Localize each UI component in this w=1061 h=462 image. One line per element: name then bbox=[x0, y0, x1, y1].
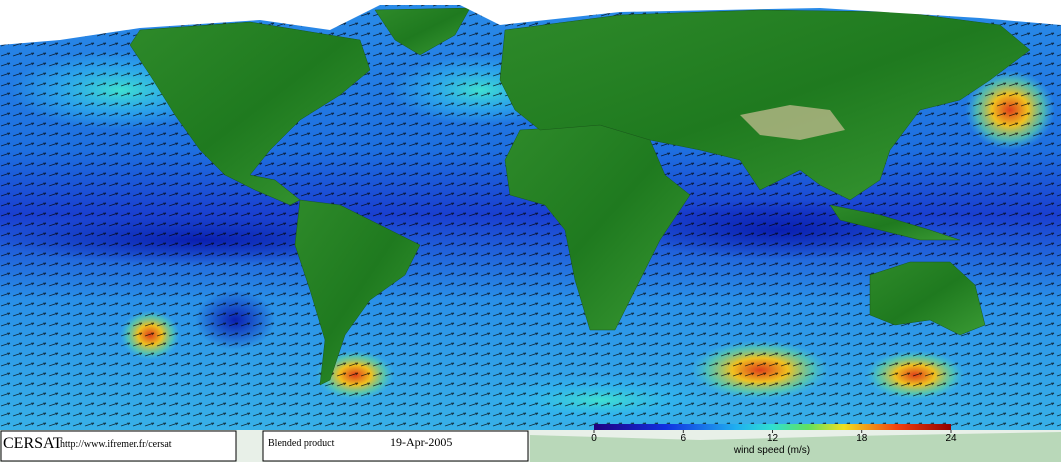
info-box bbox=[262, 430, 529, 462]
colorbar-tick-label: 18 bbox=[856, 433, 868, 444]
colorbar-tick-label: 12 bbox=[767, 433, 779, 444]
colorbar bbox=[594, 424, 951, 430]
colorbar-tick-label: 6 bbox=[680, 433, 686, 444]
colorbar-tick-label: 24 bbox=[945, 433, 957, 444]
greenland bbox=[374, 7, 471, 56]
info-box bbox=[0, 430, 237, 462]
continents bbox=[129, 7, 1031, 386]
colorbar-tick-label: 0 bbox=[591, 433, 597, 444]
arctic bbox=[0, 0, 1061, 45]
australia bbox=[869, 261, 986, 336]
date: 19-Apr-2005 bbox=[390, 435, 452, 449]
logo: CERSAT bbox=[3, 435, 63, 452]
south-america bbox=[294, 199, 421, 386]
antarctica bbox=[530, 432, 1061, 462]
footer: CERSAT http://www.ifremer.fr/cersat Blen… bbox=[0, 424, 1061, 462]
north-america bbox=[129, 21, 371, 206]
url: http://www.ifremer.fr/cersat bbox=[60, 439, 172, 450]
eurasia bbox=[499, 9, 1031, 201]
maritime-continent bbox=[829, 204, 961, 241]
africa bbox=[504, 124, 691, 331]
colorbar-label: wind speed (m/s) bbox=[733, 445, 810, 456]
product: Blended product bbox=[268, 438, 335, 449]
tibetan-plateau bbox=[740, 105, 845, 140]
